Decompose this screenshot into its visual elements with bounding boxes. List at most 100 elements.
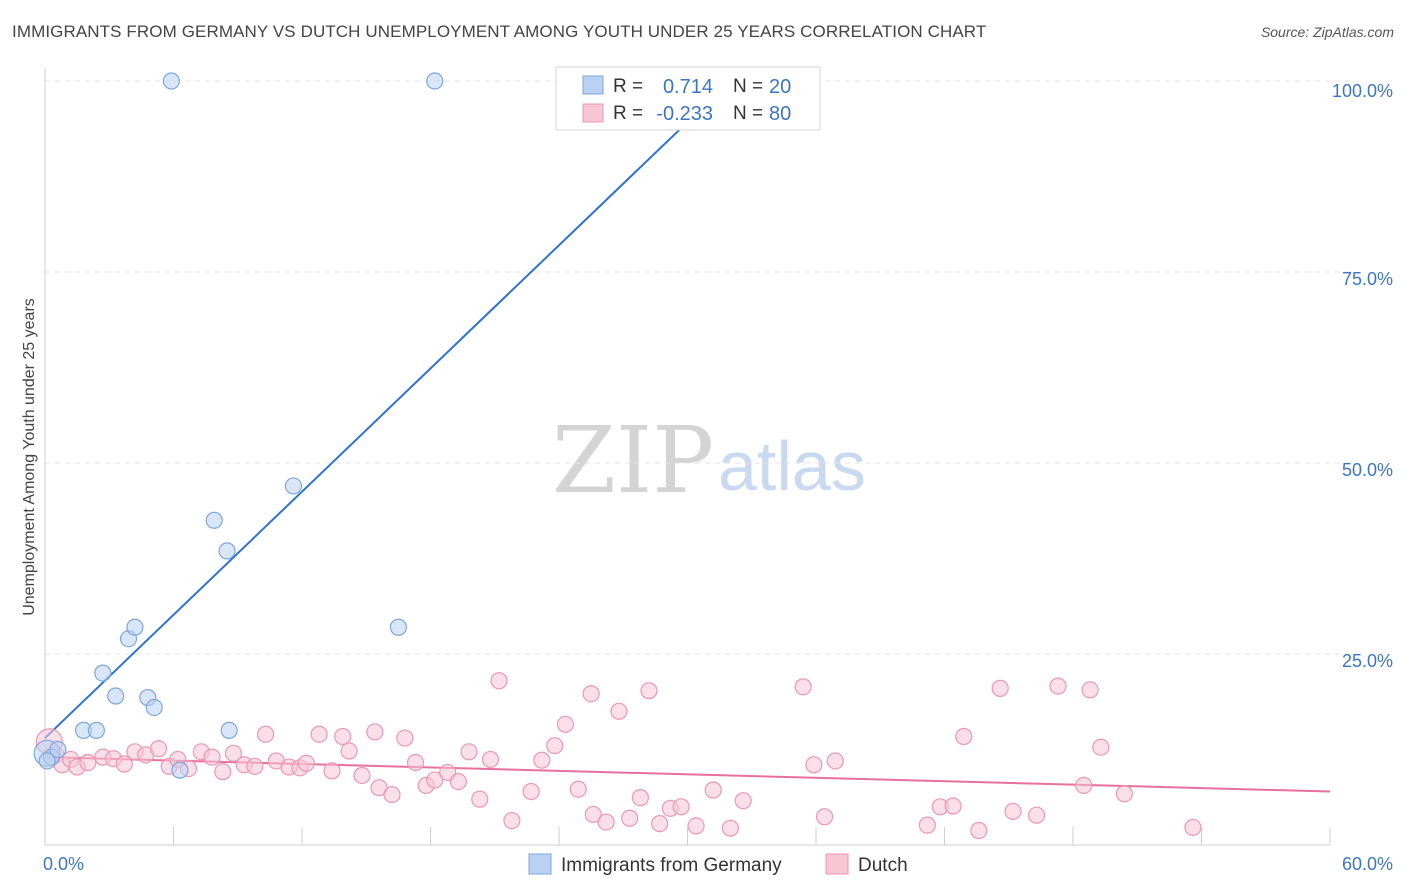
dutch-point: [955, 727, 973, 746]
germany-trend-line: [44, 80, 732, 739]
germany-point: [126, 618, 144, 636]
germany-point: [87, 721, 106, 740]
chart-title: IMMIGRANTS FROM GERMANY VS DUTCH UNEMPLO…: [12, 22, 987, 41]
dutch-point: [1092, 738, 1110, 756]
tick-labels: 25.0% 50.0% 75.0% 100.0% 0.0% 60.0%: [43, 81, 1393, 874]
watermark-zip: ZIP: [552, 407, 714, 514]
dutch-point: [651, 815, 669, 833]
dutch-point: [449, 772, 467, 791]
legend-dutch-label: Dutch: [858, 855, 908, 876]
stats-germany-n-value: 20: [769, 76, 791, 98]
legend-germany-swatch: [528, 853, 552, 875]
dutch-point: [256, 725, 275, 743]
dutch-point: [621, 809, 639, 827]
dutch-point: [353, 766, 371, 785]
dutch-point: [556, 715, 575, 733]
dutch-point: [640, 682, 658, 700]
x-tick-label: 0.0%: [43, 854, 84, 874]
dutch-point: [944, 797, 962, 815]
germany-point: [426, 72, 444, 90]
dutch-point: [503, 811, 521, 830]
dutch-point: [546, 737, 564, 755]
y-tick-label: 50.0%: [1342, 460, 1393, 480]
dutch-point: [426, 771, 444, 789]
germany-point: [38, 752, 56, 770]
dutch-point: [1049, 677, 1067, 695]
dutch-point: [481, 750, 500, 769]
stats-germany-r-value: 0.714: [663, 76, 713, 98]
germany-point: [389, 618, 407, 636]
dutch-point: [1184, 818, 1202, 837]
dutch-point: [584, 805, 602, 824]
dutch-point: [826, 752, 844, 770]
dutch-point: [805, 756, 823, 774]
stats-germany-swatch: [582, 75, 604, 95]
dutch-point: [815, 808, 834, 826]
dutch-point: [310, 725, 328, 743]
dutch-point: [569, 780, 587, 798]
germany-point: [162, 72, 180, 90]
germany-point: [205, 511, 223, 529]
dutch-point: [734, 792, 752, 810]
germany-point: [171, 761, 189, 779]
dutch-point: [970, 821, 988, 840]
dutch-point: [721, 819, 739, 837]
dutch-point: [631, 789, 649, 807]
dutch-point: [1115, 785, 1134, 803]
dutch-point: [687, 817, 705, 835]
y-tick-label: 25.0%: [1342, 651, 1393, 671]
dutch-point: [203, 748, 221, 766]
y-tick-label: 100.0%: [1332, 81, 1393, 101]
dutch-point: [214, 763, 232, 781]
x-tick-label: 60.0%: [1342, 854, 1393, 874]
dutch-point: [79, 753, 97, 772]
data-points: [33, 72, 1202, 840]
dutch-point: [918, 816, 936, 834]
stats-dutch-n-value: 80: [769, 103, 791, 125]
dutch-point: [1081, 681, 1099, 699]
dutch-point: [224, 744, 243, 762]
dutch-point: [340, 742, 358, 760]
stats-germany-r-label: R =: [613, 76, 643, 97]
dutch-point: [490, 672, 508, 690]
watermark-atlas: atlas: [718, 427, 866, 505]
grid-lines: [45, 80, 1355, 655]
dutch-point: [1004, 802, 1022, 820]
germany-point: [218, 542, 236, 560]
legend-germany-label: Immigrants from Germany: [561, 855, 782, 876]
dutch-point: [582, 685, 600, 703]
dutch-point: [383, 785, 401, 804]
dutch-point: [672, 798, 690, 816]
germany-point: [284, 477, 303, 495]
dutch-point: [794, 678, 812, 696]
dutch-point: [471, 790, 489, 808]
germany-point: [220, 721, 238, 740]
stats-dutch-r-label: R =: [613, 103, 643, 124]
y-axis-label: Unemployment Among Youth under 25 years: [21, 298, 38, 616]
dutch-point: [115, 755, 133, 773]
dutch-point: [597, 813, 615, 831]
dutch-point: [522, 782, 540, 801]
dutch-point: [991, 679, 1009, 697]
dutch-point: [533, 751, 551, 769]
germany-point: [49, 740, 67, 759]
stats-dutch-n-label: N =: [733, 103, 763, 124]
dutch-point: [460, 743, 478, 761]
dutch-point: [406, 753, 425, 772]
dutch-point: [396, 729, 414, 747]
dutch-point: [149, 740, 168, 758]
dutch-point: [297, 754, 315, 772]
dutch-point: [610, 702, 628, 720]
source-credit: Source: ZipAtlas.com: [1260, 24, 1394, 40]
germany-point: [94, 664, 112, 682]
axes: [44, 68, 1331, 846]
dutch-point: [334, 727, 352, 746]
legend-dutch-swatch: [825, 853, 849, 875]
dutch-point: [704, 781, 722, 799]
dutch-point: [1027, 806, 1046, 824]
y-tick-label: 75.0%: [1342, 269, 1393, 289]
dutch-point: [246, 757, 264, 775]
dutch-point: [323, 762, 341, 780]
stats-germany-n-label: N =: [733, 76, 763, 97]
